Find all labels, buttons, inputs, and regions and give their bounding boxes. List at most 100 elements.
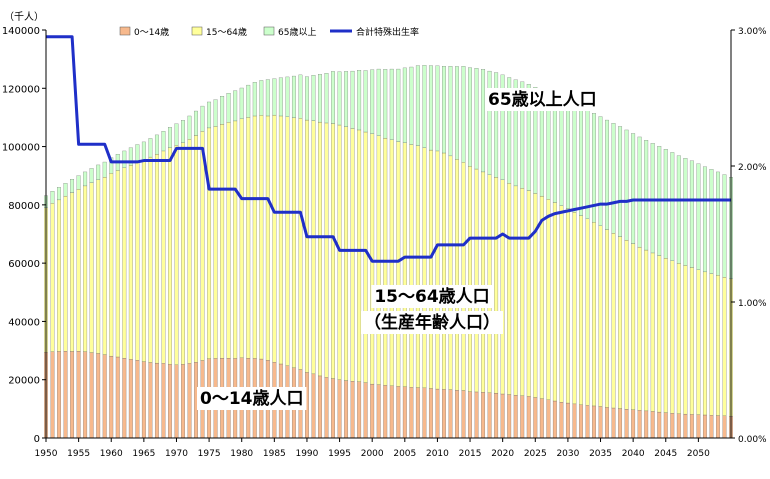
bar-working-age-2014	[461, 162, 466, 391]
bar-elderly-1993	[324, 73, 329, 124]
bar-children-2048	[683, 413, 688, 439]
bar-children-1964	[135, 360, 140, 439]
bar-elderly-2029	[559, 98, 564, 206]
bar-working-age-2048	[683, 265, 688, 415]
bar-children-2038	[618, 408, 623, 439]
bar-elderly-1979	[233, 90, 238, 122]
bar-working-age-1973	[194, 135, 198, 363]
bar-working-age-1951	[50, 203, 55, 352]
x-tick-label: 1995	[328, 449, 351, 459]
x-tick-label: 2035	[589, 449, 612, 459]
bar-working-age-2017	[481, 171, 486, 393]
x-tick-label: 1965	[132, 449, 155, 459]
bar-working-age-2003	[389, 139, 394, 386]
annotation-background	[197, 387, 307, 410]
bar-elderly-1970	[174, 123, 179, 146]
bar-elderly-1958	[96, 164, 101, 180]
bar-elderly-2010	[435, 65, 440, 152]
bar-working-age-1968	[161, 150, 166, 364]
bar-children-2054	[722, 415, 727, 439]
bar-children-1999	[363, 382, 368, 439]
bar-children-1965	[141, 361, 146, 439]
bar-elderly-2042	[644, 140, 649, 251]
bar-children-2020	[500, 393, 505, 439]
bar-working-age-1969	[168, 147, 172, 365]
bar-working-age-1959	[102, 177, 107, 355]
bar-children-2014	[461, 390, 466, 439]
x-tick-label: 2050	[687, 449, 710, 459]
bar-working-age-2049	[689, 267, 694, 415]
bar-children-2045	[663, 412, 668, 439]
bar-working-age-1970	[174, 145, 179, 365]
bar-elderly-1988	[291, 75, 296, 118]
bar-elderly-2035	[598, 116, 603, 226]
bar-children-1966	[148, 362, 153, 439]
bar-elderly-2025	[533, 86, 538, 194]
bar-children-1956	[83, 351, 88, 439]
bar-working-age-1958	[96, 179, 101, 354]
bar-elderly-1977	[220, 96, 225, 125]
bar-working-age-1963	[128, 165, 133, 360]
bar-elderly-2013	[455, 66, 459, 160]
bar-working-age-1994	[331, 123, 335, 379]
left-axis-unit: （千人）	[4, 11, 44, 23]
bar-working-age-1995	[337, 124, 342, 380]
bar-elderly-2053	[716, 171, 720, 276]
bar-working-age-2050	[696, 269, 701, 415]
bar-working-age-2015	[468, 166, 472, 392]
bar-children-2015	[468, 391, 472, 439]
bar-working-age-1983	[259, 115, 264, 360]
x-tick-label: 1975	[198, 449, 221, 459]
legend-swatch	[191, 26, 203, 36]
bar-elderly-1968	[161, 131, 166, 152]
bar-elderly-2012	[448, 66, 453, 157]
legend-label: 合計特殊出生率	[356, 26, 419, 38]
bar-children-2030	[565, 402, 570, 439]
bar-working-age-1993	[324, 122, 329, 378]
fertility-rate-line	[46, 35, 731, 263]
bar-working-age-2022	[513, 185, 518, 396]
labels-layer: （千人） 0～14歳 15～64歳 65歳以上 合計特殊出生率 65歳以上人口 15～64歳…	[4, 11, 600, 410]
bar-elderly-1976	[213, 99, 218, 127]
bar-working-age-2019	[494, 177, 499, 394]
bar-elderly-2030	[565, 100, 570, 209]
bar-working-age-2051	[702, 271, 707, 416]
x-tick-label: 1960	[100, 449, 123, 459]
bar-elderly-1978	[226, 93, 231, 123]
bar-elderly-2040	[631, 133, 636, 244]
bar-children-2043	[650, 411, 655, 439]
bar-children-2031	[572, 403, 577, 439]
x-tick-label: 2005	[393, 449, 416, 459]
bar-children-2011	[442, 389, 446, 439]
bar-children-2027	[546, 399, 551, 439]
bar-elderly-1954	[70, 179, 75, 193]
bar-children-2007	[415, 387, 420, 439]
left-tick-label: 0	[34, 434, 40, 445]
annotation-working: 15～64歳人口	[374, 286, 489, 307]
bar-working-age-1977	[220, 124, 225, 359]
bar-working-age-1985	[272, 114, 277, 363]
bar-working-age-1999	[363, 131, 368, 383]
bar-elderly-2018	[487, 70, 492, 175]
bar-children-1991	[311, 373, 316, 439]
bar-elderly-2008	[422, 65, 427, 148]
bar-elderly-2038	[618, 126, 623, 237]
bar-working-age-2029	[559, 205, 564, 403]
bar-elderly-1987	[285, 76, 290, 117]
bar-working-age-2042	[644, 249, 649, 412]
bar-elderly-2043	[650, 143, 655, 254]
bar-elderly-1953	[63, 183, 68, 197]
bar-children-2021	[507, 394, 512, 439]
bar-working-age-2023	[520, 188, 525, 396]
x-tick-label: 2020	[491, 449, 514, 459]
bar-children-1962	[122, 358, 127, 439]
bar-working-age-1980	[239, 118, 244, 358]
x-tick-label: 1950	[35, 449, 58, 459]
bar-elderly-1998	[357, 70, 362, 131]
bar-working-age-2037	[611, 233, 616, 409]
annotation-children: 0～14歳人口	[200, 388, 304, 409]
x-tick-label: 2010	[426, 449, 449, 459]
bar-elderly-2017	[481, 69, 486, 173]
x-tick-label: 2015	[459, 449, 482, 459]
